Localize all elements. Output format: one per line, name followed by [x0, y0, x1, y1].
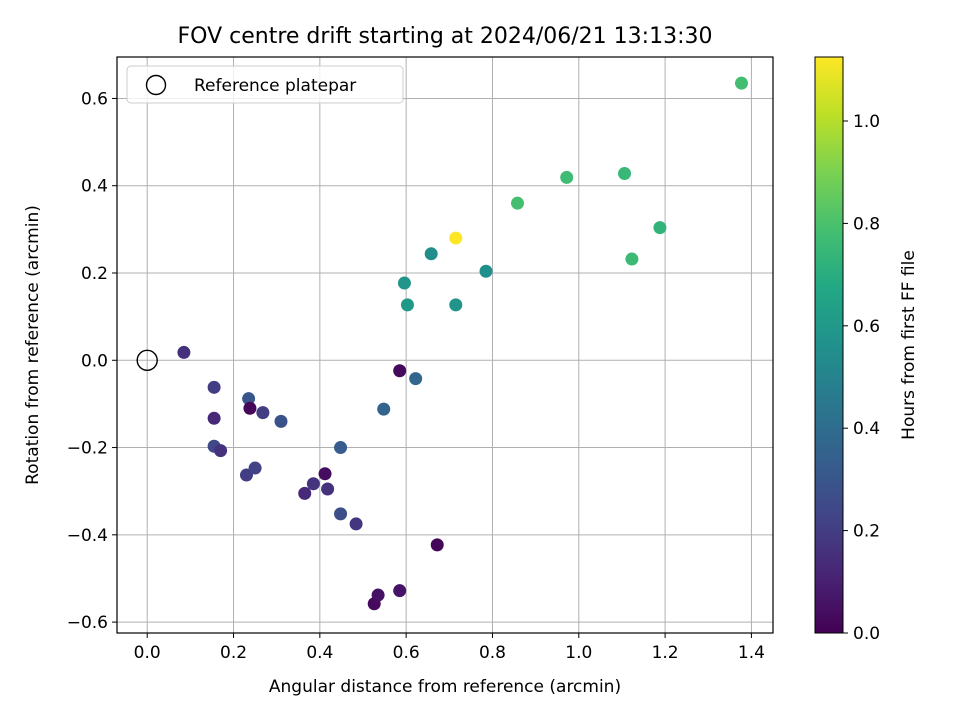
scatter-point [409, 372, 423, 386]
y-tick-label: −0.6 [67, 613, 108, 633]
x-tick-label: 1.0 [565, 643, 592, 663]
scatter-point [430, 538, 444, 552]
scatter-point [618, 167, 632, 181]
scatter-point [424, 247, 438, 261]
y-tick-label: 0.4 [81, 177, 108, 197]
scatter-point [511, 196, 525, 210]
scatter-point [243, 401, 257, 415]
scatter-point [214, 444, 228, 458]
colorbar-tick-label: 0.4 [853, 419, 880, 439]
y-tick-label: 0.2 [81, 264, 108, 284]
x-tick-label: 0.8 [479, 643, 506, 663]
scatter-point [321, 482, 335, 496]
scatter-point [306, 477, 320, 491]
y-axis-ticks: −0.6 −0.4 −0.2 0.0 0.2 0.4 0.6 [67, 89, 117, 633]
chart-title: FOV centre drift starting at 2024/06/21 … [178, 24, 713, 49]
scatter-point [298, 486, 312, 500]
scatter-point [248, 461, 262, 475]
scatter-point [207, 411, 221, 425]
grid [117, 57, 773, 633]
reference-marker [136, 349, 158, 371]
x-tick-label: 1.4 [738, 643, 765, 663]
colorbar-tick-label: 0.6 [853, 317, 880, 337]
scatter-point [625, 252, 639, 266]
scatter-point [318, 467, 332, 481]
colorbar-tick-label: 0.0 [853, 624, 880, 644]
scatter-point [479, 264, 493, 278]
colorbar-label: Hours from first FF file [899, 250, 919, 440]
scatter-point [393, 364, 407, 378]
y-tick-label: 0.0 [81, 351, 108, 371]
x-tick-label: 0.2 [220, 643, 247, 663]
y-tick-label: −0.4 [67, 526, 108, 546]
data-points [177, 76, 748, 611]
scatter-point [734, 76, 748, 90]
y-tick-label: 0.6 [81, 89, 108, 109]
scatter-point [274, 414, 288, 428]
y-axis-label: Rotation from reference (arcmin) [23, 205, 43, 485]
colorbar-tick-label: 0.8 [853, 214, 880, 234]
scatter-point [349, 517, 363, 531]
scatter-point [334, 441, 348, 455]
legend-reference-marker [145, 74, 167, 96]
legend-box [126, 65, 404, 104]
colorbar-ticks: 0.0 0.2 0.4 0.6 0.8 1.0 [843, 112, 880, 644]
scatter-point [449, 231, 463, 245]
reference-point [136, 349, 158, 371]
scatter-point [239, 468, 253, 482]
legend: Reference platepar [126, 65, 404, 104]
scatter-point [334, 507, 348, 521]
x-tick-label: 0.4 [306, 643, 333, 663]
colorbar: 0.0 0.2 0.4 0.6 0.8 1.0 Hours from first FF f… [814, 56, 919, 644]
scatter-point [377, 402, 391, 416]
scatter-point [397, 276, 411, 290]
x-axis-ticks: 0.0 0.2 0.4 0.6 0.8 1.0 1.2 1.4 [134, 633, 765, 663]
scatter-point [242, 392, 256, 406]
x-tick-label: 1.2 [652, 643, 679, 663]
scatter-point [393, 584, 407, 598]
scatter-point [449, 298, 463, 312]
scatter-point [560, 170, 574, 184]
plot-frame [116, 56, 774, 634]
x-tick-label: 0.0 [134, 643, 161, 663]
scatter-point [177, 345, 191, 359]
colorbar-gradient [814, 56, 844, 634]
scatter-point [400, 298, 414, 312]
y-tick-label: −0.2 [67, 439, 108, 459]
scatter-point [653, 221, 667, 235]
scatter-point [371, 588, 385, 602]
colorbar-tick-label: 1.0 [853, 112, 880, 132]
legend-entry-reference: Reference platepar [194, 76, 356, 96]
x-axis-label: Angular distance from reference (arcmin) [269, 677, 621, 697]
x-tick-label: 0.6 [393, 643, 420, 663]
scatter-point [256, 406, 270, 420]
scatter-point [207, 380, 221, 394]
colorbar-tick-label: 0.2 [853, 522, 880, 542]
